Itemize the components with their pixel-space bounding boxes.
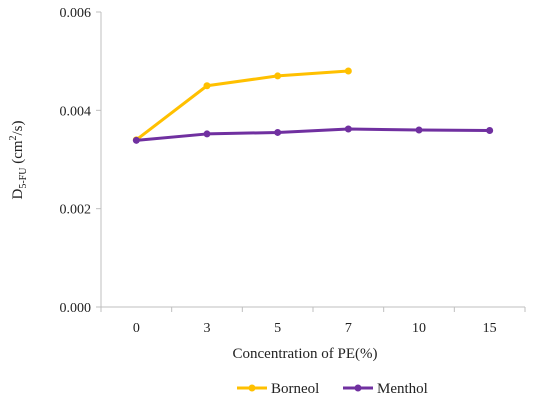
y-tick-label: 0.006 [60, 6, 92, 21]
y-axis-title-sub: 5-FU [18, 167, 29, 189]
x-tick-label: 5 [274, 321, 281, 336]
y-axis-title-sup: 2 [8, 135, 19, 140]
x-tick-label: 7 [345, 321, 352, 336]
data-point-borneol [274, 72, 282, 80]
legend-item-menthol: Menthol [343, 381, 428, 397]
legend-label: Borneol [271, 381, 319, 397]
x-axis-title: Concentration of PE(%) [233, 346, 378, 362]
legend-swatch-marker [248, 384, 256, 392]
data-point-menthol [274, 128, 282, 136]
data-point-menthol [415, 126, 423, 134]
y-tick-label: 0.002 [60, 203, 92, 218]
series-line-menthol [134, 127, 492, 142]
data-point-borneol [344, 67, 352, 75]
data-point-menthol [486, 126, 494, 134]
legend-label: Menthol [377, 381, 428, 397]
x-tick-label: 15 [483, 321, 497, 336]
legend-swatch-marker [354, 384, 362, 392]
y-axis-title-unit-open: (cm [10, 140, 26, 167]
series-menthol [132, 125, 494, 144]
y-axis-title: D5-FU (cm2/s) [8, 120, 29, 199]
x-tick-label: 3 [204, 321, 211, 336]
y-tick-label: 0.004 [60, 104, 92, 119]
y-tick-label: 0.000 [60, 301, 92, 316]
data-point-menthol [203, 130, 211, 138]
series-layer [132, 67, 494, 144]
data-point-menthol [132, 136, 140, 144]
data-point-menthol [344, 125, 352, 133]
y-axis-title-unit-close: /s) [10, 120, 26, 135]
data-point-borneol [203, 82, 211, 90]
legend-item-borneol: Borneol [237, 381, 319, 397]
y-axis: 0.000 0.002 0.004 0.006 [60, 6, 102, 316]
series-line-borneol [134, 69, 350, 142]
x-tick-label: 0 [133, 321, 140, 336]
x-axis: 0 3 5 7 10 15 [100, 306, 526, 336]
y-axis-title-main: D [10, 189, 26, 200]
x-tick-label: 10 [412, 321, 426, 336]
legend: Borneol Menthol [237, 381, 428, 397]
